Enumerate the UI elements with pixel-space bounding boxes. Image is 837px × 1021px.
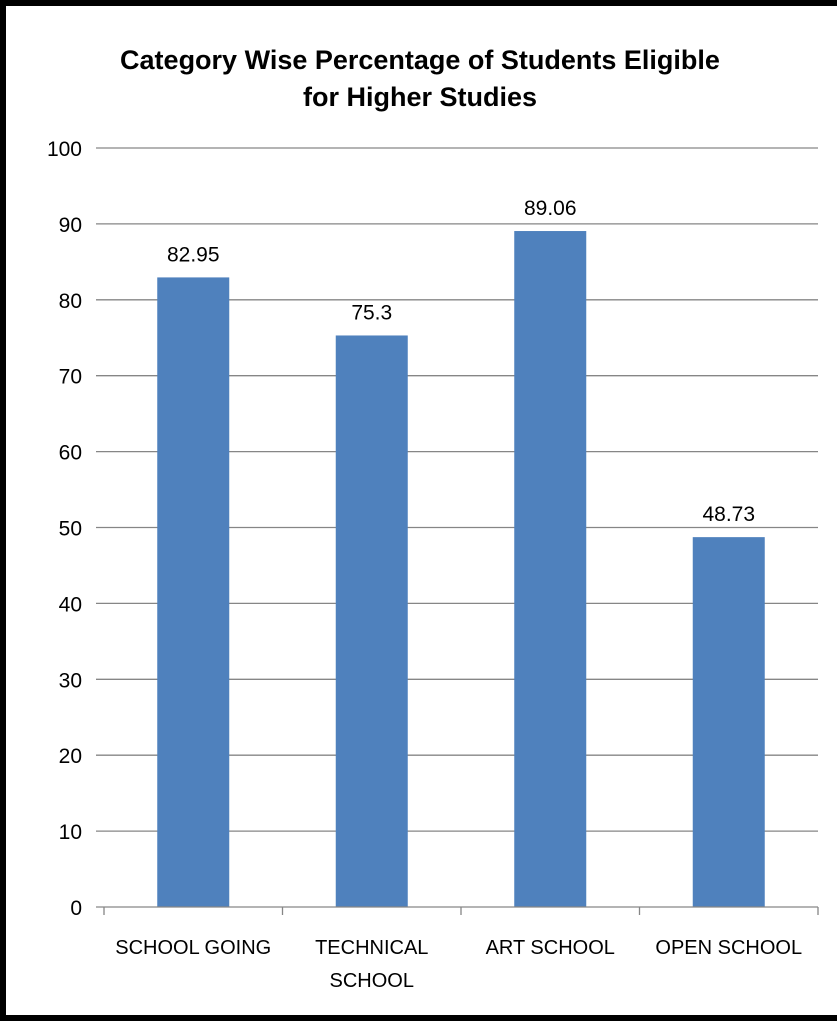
- x-tick-label: SCHOOL: [330, 970, 414, 992]
- y-tick-label: 80: [59, 290, 82, 313]
- y-tick-label: 0: [70, 897, 82, 920]
- y-tick-label: 10: [59, 821, 82, 844]
- y-tick-label: 20: [59, 745, 82, 768]
- chart-title-line-2: for Higher Studies: [302, 82, 538, 112]
- bar: [692, 537, 765, 907]
- bars: [157, 231, 765, 907]
- x-tick-label: OPEN SCHOOL: [655, 937, 802, 959]
- x-tick-label: TECHNICAL: [315, 937, 428, 959]
- y-tick-label: 90: [59, 214, 82, 237]
- y-tick-label: 30: [59, 669, 82, 692]
- data-label: 89.06: [524, 197, 577, 220]
- y-tick-label: 40: [59, 593, 82, 616]
- value-labels: 82.95 75.3 89.06 48.73: [167, 197, 755, 526]
- x-tick-label: SCHOOL GOING: [115, 937, 271, 959]
- x-axis: [96, 906, 819, 915]
- y-axis-tick-labels: 0 10 20 30 40 50 60 70 80 90 100: [47, 138, 82, 920]
- y-tick-label: 50: [59, 518, 82, 541]
- x-axis-category-labels: SCHOOL GOING TECHNICAL SCHOOL ART SCHOOL OPE…: [115, 937, 802, 992]
- x-tick-label: ART SCHOOL: [486, 937, 615, 959]
- data-label: 75.3: [351, 301, 392, 324]
- bar: [514, 231, 587, 907]
- bar: [157, 277, 230, 907]
- data-label: 48.73: [702, 503, 755, 526]
- chart-title-line-1: Category Wise Percentage of Students Eli…: [120, 45, 720, 75]
- bar: [335, 335, 408, 907]
- y-tick-label: 100: [47, 138, 82, 161]
- y-tick-label: 60: [59, 442, 82, 465]
- chart-title: Category Wise Percentage of Students Eli…: [60, 42, 780, 116]
- y-tick-label: 70: [59, 366, 82, 389]
- data-label: 82.95: [167, 243, 220, 266]
